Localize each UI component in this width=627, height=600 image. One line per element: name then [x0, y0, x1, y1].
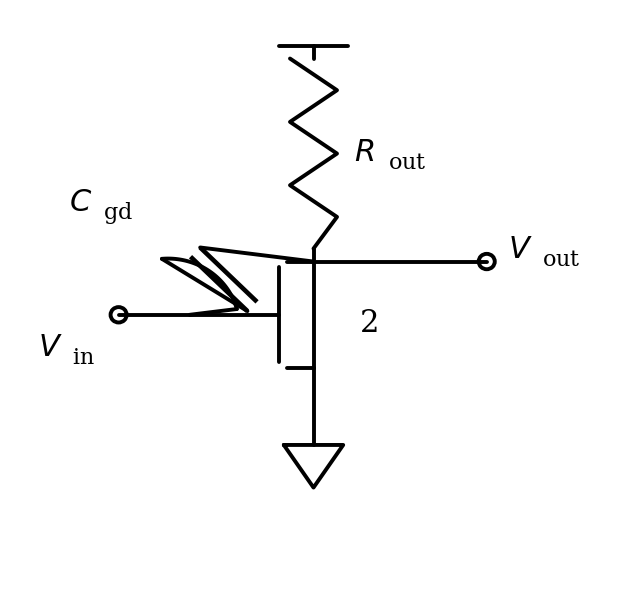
- Text: $V$: $V$: [508, 234, 533, 265]
- Text: $R$: $R$: [354, 137, 374, 167]
- Text: $\mathregular{out}$: $\mathregular{out}$: [542, 250, 581, 271]
- Text: $V$: $V$: [38, 332, 63, 363]
- Text: $\mathregular{out}$: $\mathregular{out}$: [387, 152, 426, 174]
- Text: $\mathregular{gd}$: $\mathregular{gd}$: [103, 200, 133, 226]
- Text: 2: 2: [360, 308, 379, 339]
- Text: $\mathregular{in}$: $\mathregular{in}$: [72, 347, 95, 369]
- Text: $C$: $C$: [69, 187, 92, 218]
